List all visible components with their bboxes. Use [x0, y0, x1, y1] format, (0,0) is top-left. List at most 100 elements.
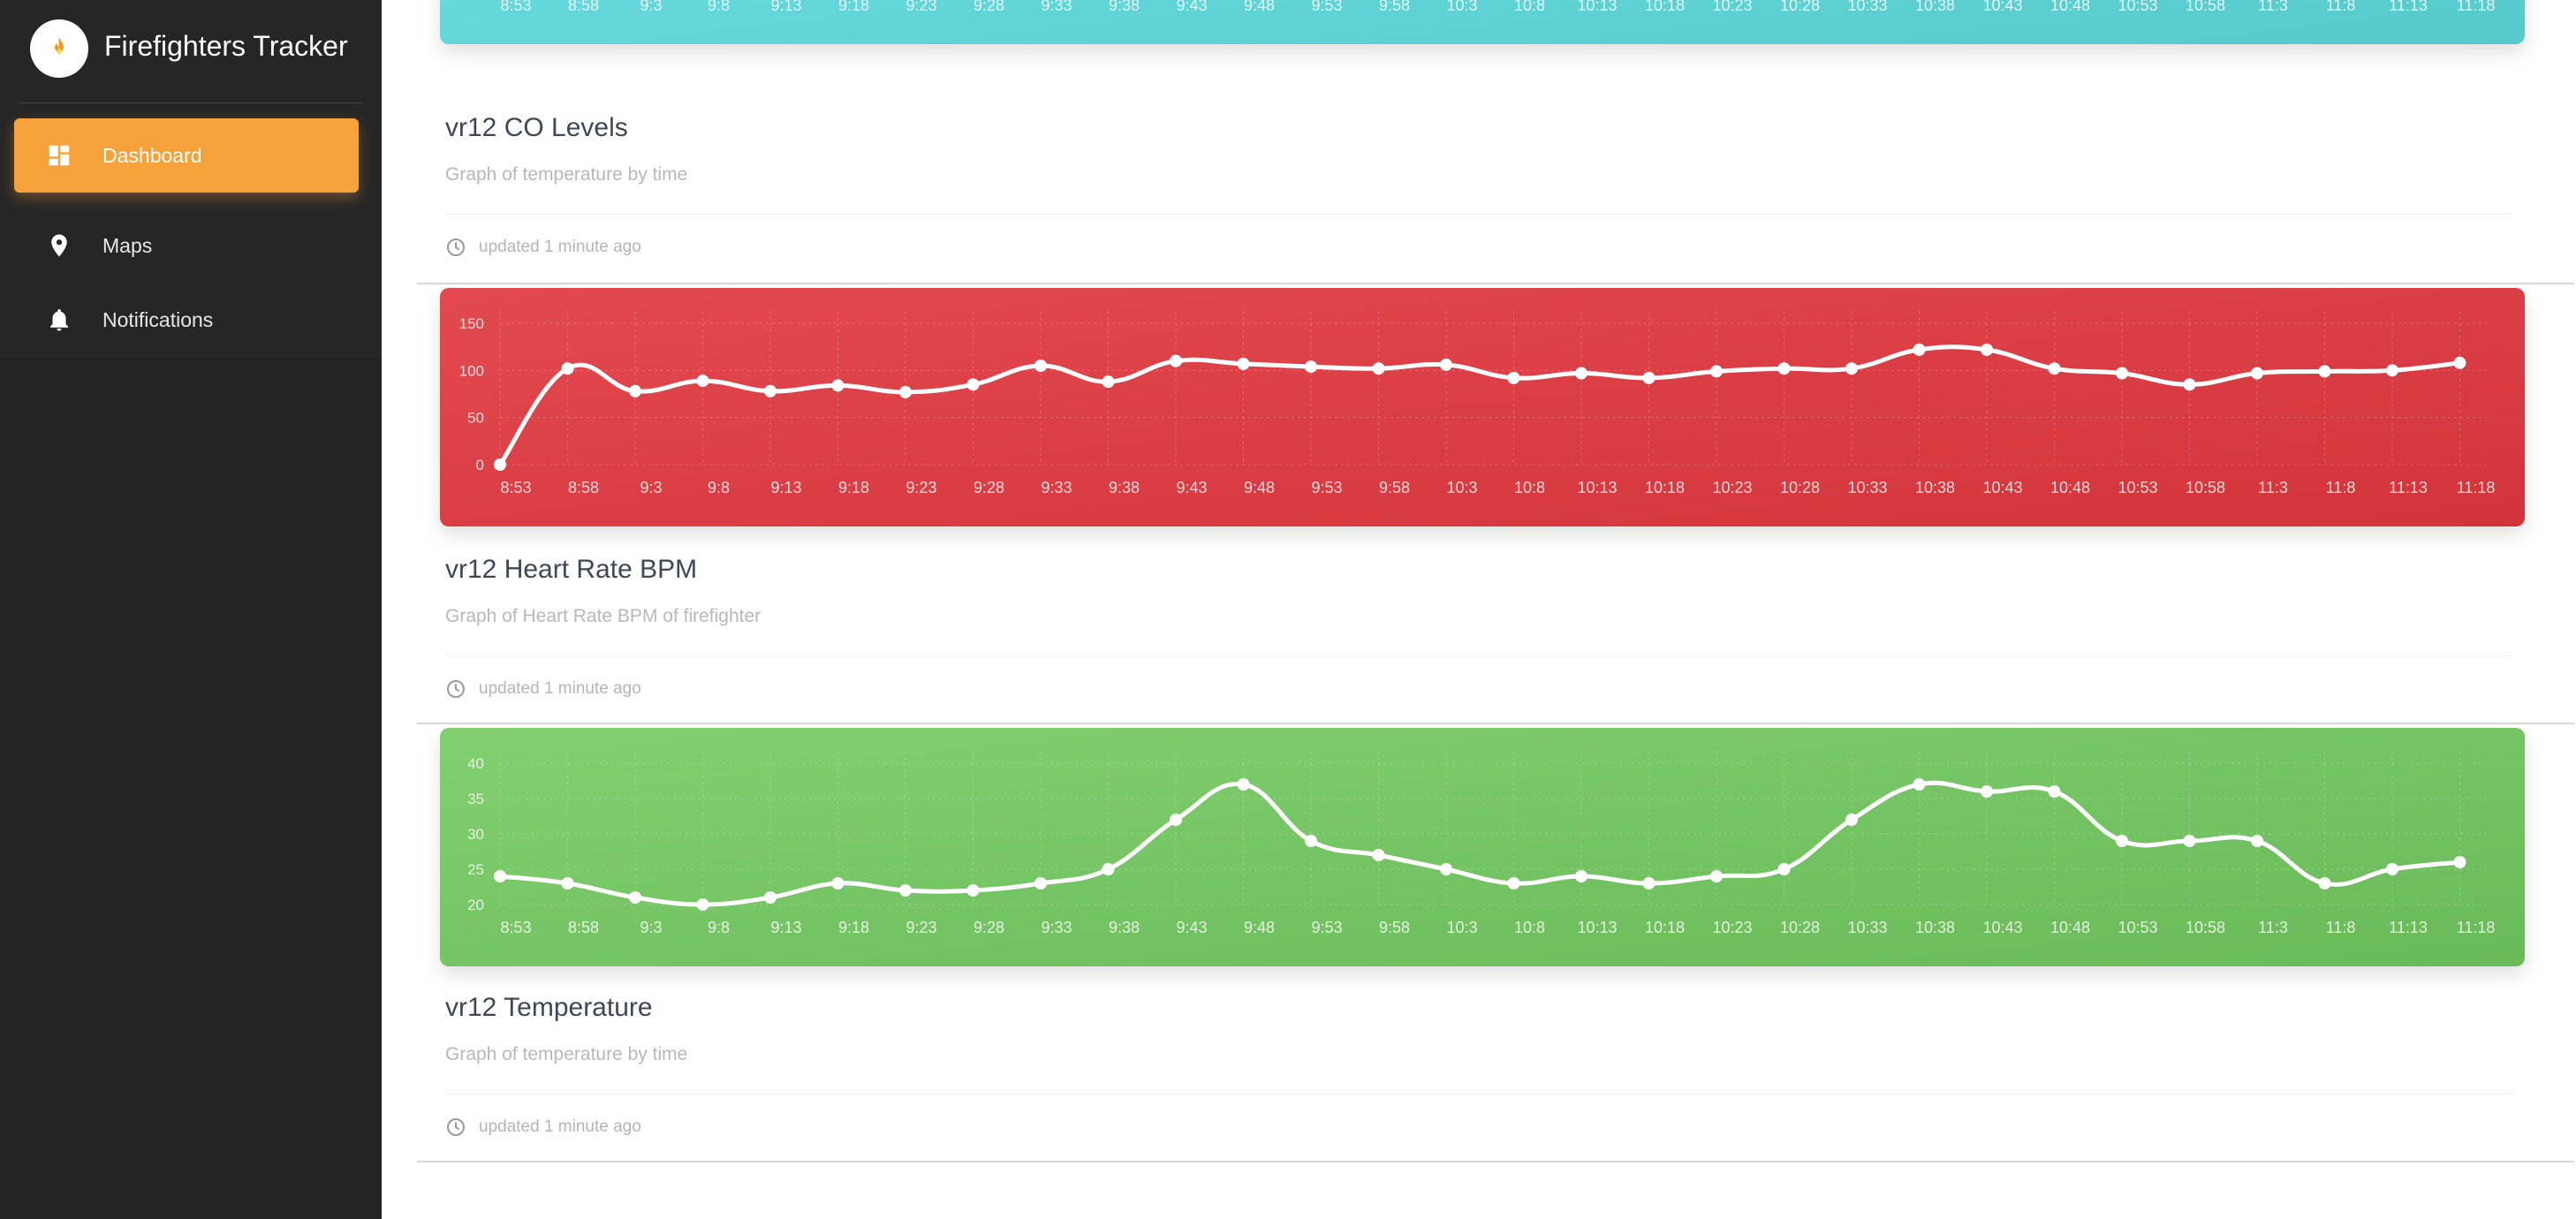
data-point[interactable]	[2183, 835, 2196, 847]
x-tick-label: 10:58	[2186, 479, 2225, 496]
data-point[interactable]	[1237, 778, 1250, 791]
x-tick-label: 9:13	[770, 479, 801, 496]
data-point[interactable]	[1102, 375, 1115, 389]
x-tick-label: 10:38	[1915, 919, 1955, 936]
data-point[interactable]	[1913, 778, 1926, 791]
nav-item-dashboard[interactable]: Dashboard	[14, 118, 359, 193]
data-point[interactable]	[2048, 362, 2061, 375]
data-point[interactable]	[1170, 814, 1182, 826]
data-point[interactable]	[2318, 877, 2331, 890]
co-levels-chart: 08:538:589:39:89:139:189:239:289:339:389…	[440, 0, 2525, 44]
data-point[interactable]	[696, 898, 709, 911]
data-point[interactable]	[2386, 863, 2398, 875]
nav-label-notifications: Notifications	[102, 307, 214, 331]
card-footer: updated 1 minute ago	[445, 1117, 641, 1138]
data-point[interactable]	[2048, 785, 2061, 798]
data-point[interactable]	[2116, 835, 2128, 847]
data-point[interactable]	[1305, 835, 1317, 847]
chart-background	[440, 728, 2525, 966]
x-tick-label: 10:48	[2050, 479, 2090, 496]
card-subtitle: Graph of temperature by time	[445, 164, 688, 185]
data-point[interactable]	[1575, 367, 1587, 380]
data-point[interactable]	[696, 375, 709, 388]
data-point[interactable]	[1440, 863, 1452, 875]
data-point[interactable]	[1845, 362, 1858, 375]
data-point[interactable]	[1507, 371, 1520, 384]
card-title: vr12 Heart Rate BPM	[445, 555, 698, 584]
sidebar: Firefighters Tracker Dashboard Maps Noti…	[0, 0, 382, 1219]
data-point[interactable]	[1102, 863, 1115, 875]
x-tick-label: 9:58	[1379, 479, 1410, 496]
data-point[interactable]	[831, 877, 845, 890]
data-point[interactable]	[2251, 367, 2263, 380]
chart-card-co: 08:538:589:39:89:139:189:239:289:339:389…	[417, 0, 2574, 284]
data-point[interactable]	[1372, 362, 1385, 375]
data-point[interactable]	[629, 384, 641, 398]
data-point[interactable]	[2251, 835, 2263, 847]
data-point[interactable]	[1981, 785, 1993, 798]
data-point[interactable]	[899, 385, 912, 398]
data-point[interactable]	[1642, 877, 1655, 890]
data-point[interactable]	[1710, 870, 1723, 882]
nav-item-maps[interactable]: Maps	[14, 208, 359, 283]
chart-card-temperature: 20 25 30 35 40 8:53 8:58 9:3 9:8 9:13 9:18 9:23 9:28…	[417, 724, 2574, 1162]
x-tick-label: 10:3	[1446, 919, 1477, 936]
data-point[interactable]	[1507, 877, 1520, 890]
data-point[interactable]	[764, 384, 777, 398]
data-point[interactable]	[1981, 343, 1993, 356]
x-tick-label: 9:58	[1379, 0, 1410, 14]
data-point[interactable]	[2318, 365, 2331, 378]
data-point[interactable]	[764, 891, 777, 904]
data-point[interactable]	[561, 362, 574, 375]
data-point[interactable]	[2116, 367, 2128, 380]
data-point[interactable]	[1372, 849, 1385, 861]
nav-item-notifications[interactable]: Notifications	[14, 283, 359, 357]
data-point[interactable]	[1440, 358, 1452, 371]
data-point[interactable]	[1913, 343, 1926, 356]
y-tick-label: 100	[459, 362, 484, 379]
data-point[interactable]	[1575, 870, 1587, 882]
data-point[interactable]	[1777, 362, 1791, 375]
data-point[interactable]	[966, 378, 980, 391]
x-tick-label: 10:53	[2118, 0, 2157, 14]
x-tick-label: 10:18	[1645, 0, 1685, 14]
x-tick-label: 9:33	[1041, 0, 1072, 14]
x-tick-label: 9:23	[905, 0, 936, 14]
data-point[interactable]	[899, 884, 912, 897]
data-point[interactable]	[561, 877, 574, 890]
clock-icon	[447, 238, 465, 256]
nav-label-maps: Maps	[102, 233, 153, 257]
data-point[interactable]	[831, 379, 845, 392]
y-tick-label: 30	[467, 826, 484, 843]
data-point[interactable]	[629, 891, 641, 904]
x-tick-label: 11:8	[2326, 479, 2356, 496]
data-point[interactable]	[1305, 360, 1317, 374]
data-point[interactable]	[1034, 360, 1047, 372]
data-point[interactable]	[494, 870, 506, 882]
y-tick-label: 50	[467, 410, 484, 427]
x-tick-label: 10:3	[1446, 479, 1477, 496]
x-tick-label: 10:33	[1847, 919, 1887, 936]
data-point[interactable]	[1170, 354, 1182, 367]
data-point[interactable]	[2386, 364, 2398, 377]
card-subtitle: Graph of Heart Rate BPM of firefighter	[445, 606, 761, 626]
x-tick-label: 10:48	[2050, 0, 2090, 14]
x-tick-label: 8:53	[500, 0, 531, 14]
data-point[interactable]	[1237, 357, 1250, 370]
updated-text: updated 1 minute ago	[479, 238, 641, 256]
x-tick-label: 9:53	[1311, 919, 1342, 936]
data-point[interactable]	[2453, 856, 2466, 868]
x-tick-label: 8:53	[500, 919, 531, 936]
data-point[interactable]	[2453, 356, 2466, 369]
data-point[interactable]	[1034, 877, 1047, 890]
data-point[interactable]	[1710, 365, 1723, 378]
x-tick-label: 10:23	[1712, 919, 1752, 936]
brand[interactable]: Firefighters Tracker	[0, 0, 382, 99]
data-point[interactable]	[966, 884, 980, 897]
data-point[interactable]	[494, 458, 506, 471]
clock-icon	[447, 680, 465, 698]
data-point[interactable]	[1777, 863, 1791, 875]
data-point[interactable]	[1845, 814, 1858, 826]
data-point[interactable]	[2183, 378, 2196, 391]
data-point[interactable]	[1642, 371, 1655, 384]
